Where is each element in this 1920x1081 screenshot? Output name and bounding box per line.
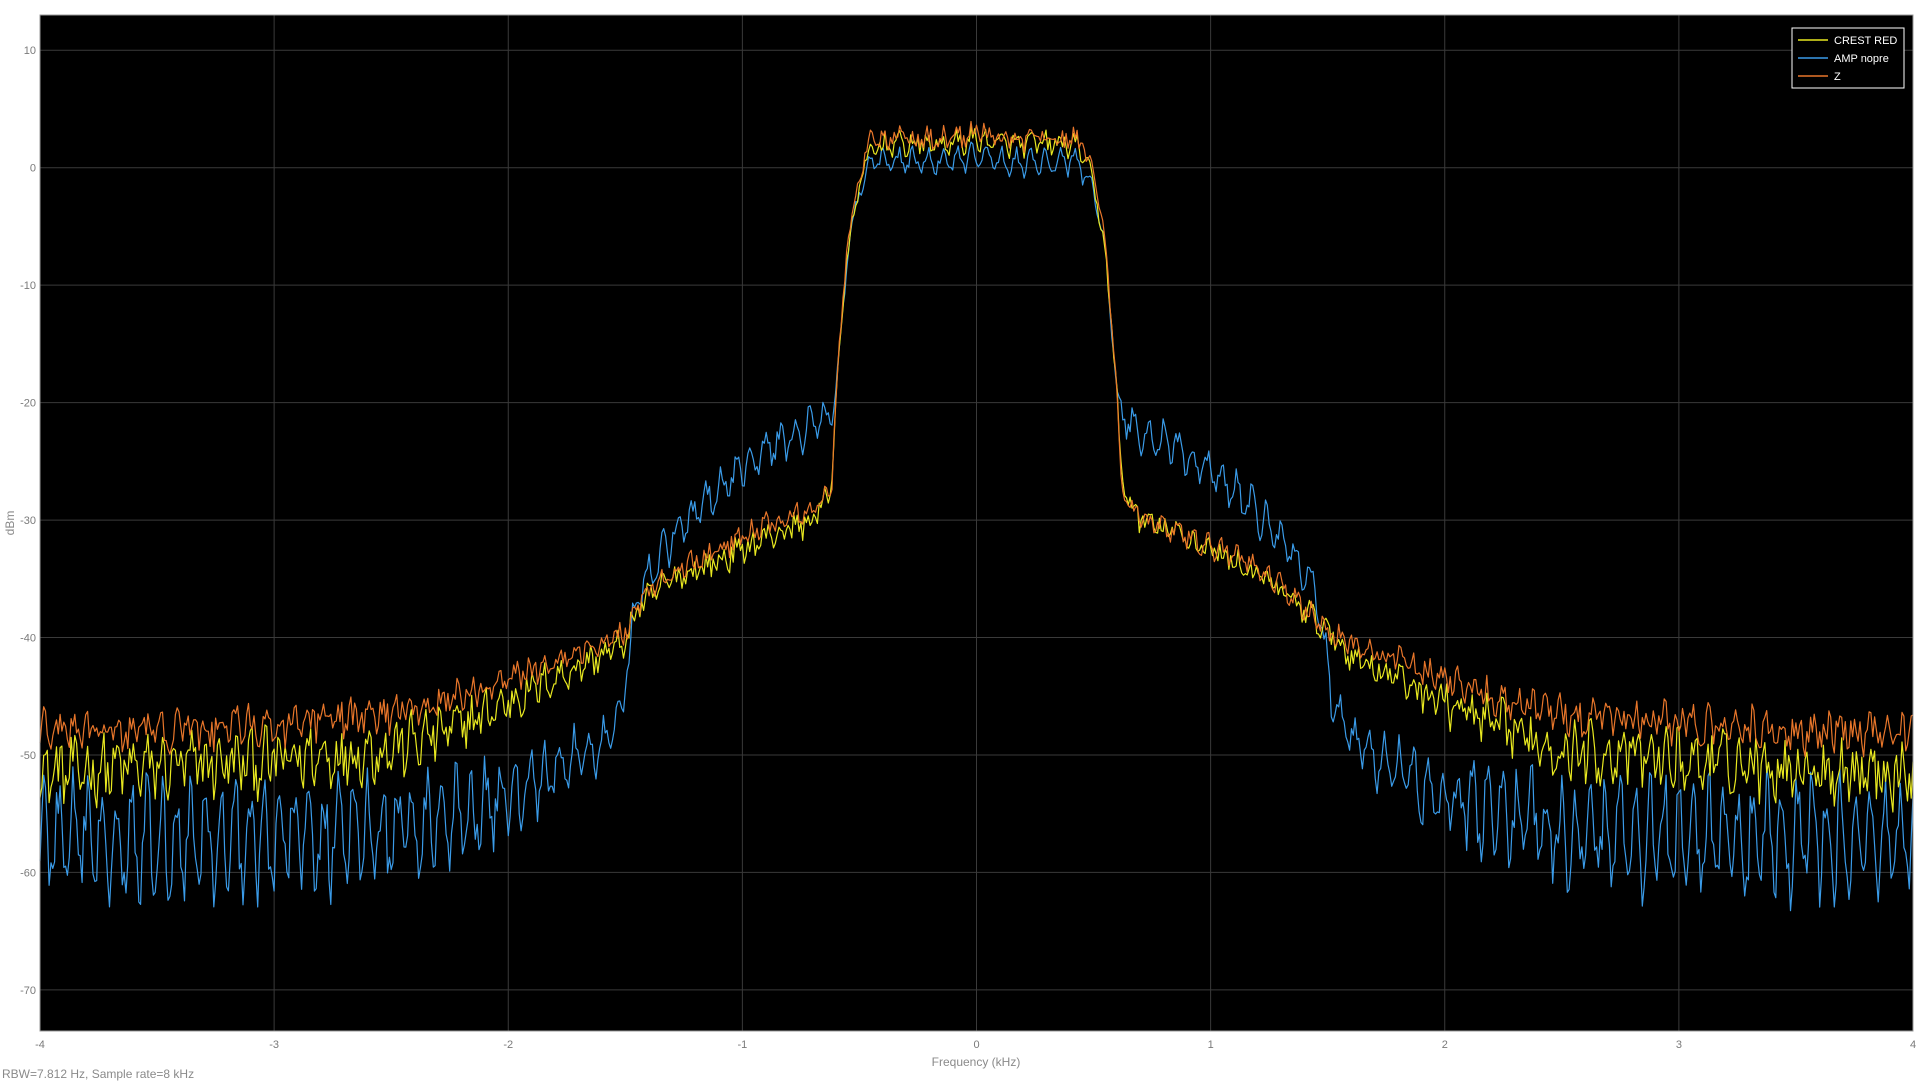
x-tick-label: 0 [973,1039,979,1051]
x-tick-label: 2 [1442,1039,1448,1051]
y-tick-label: -50 [20,750,36,762]
y-tick-label: -10 [20,280,36,292]
x-tick-label: 4 [1910,1039,1916,1051]
y-tick-label: -40 [20,633,36,645]
y-tick-label: -30 [20,515,36,527]
x-axis-label: Frequency (kHz) [932,1055,1021,1069]
x-tick-label: -1 [737,1039,747,1051]
x-tick-label: 3 [1676,1039,1682,1051]
legend-label: Z [1834,71,1841,83]
x-tick-label: -3 [269,1039,279,1051]
y-tick-label: -20 [20,398,36,410]
legend[interactable]: CREST RED AMP nopre Z [1792,28,1904,88]
status-text: RBW=7.812 Hz, Sample rate=8 kHz [2,1067,194,1081]
legend-label: CREST RED [1834,35,1897,47]
legend-label: AMP nopre [1834,53,1889,65]
x-tick-label: -4 [35,1039,45,1051]
x-tick-label: 1 [1208,1039,1214,1051]
y-tick-label: 0 [30,163,36,175]
y-tick-label: 10 [24,45,36,57]
y-axis-label: dBm [3,511,17,536]
x-tick-label: -2 [503,1039,513,1051]
y-tick-label: -60 [20,867,36,879]
y-tick-label: -70 [20,985,36,997]
